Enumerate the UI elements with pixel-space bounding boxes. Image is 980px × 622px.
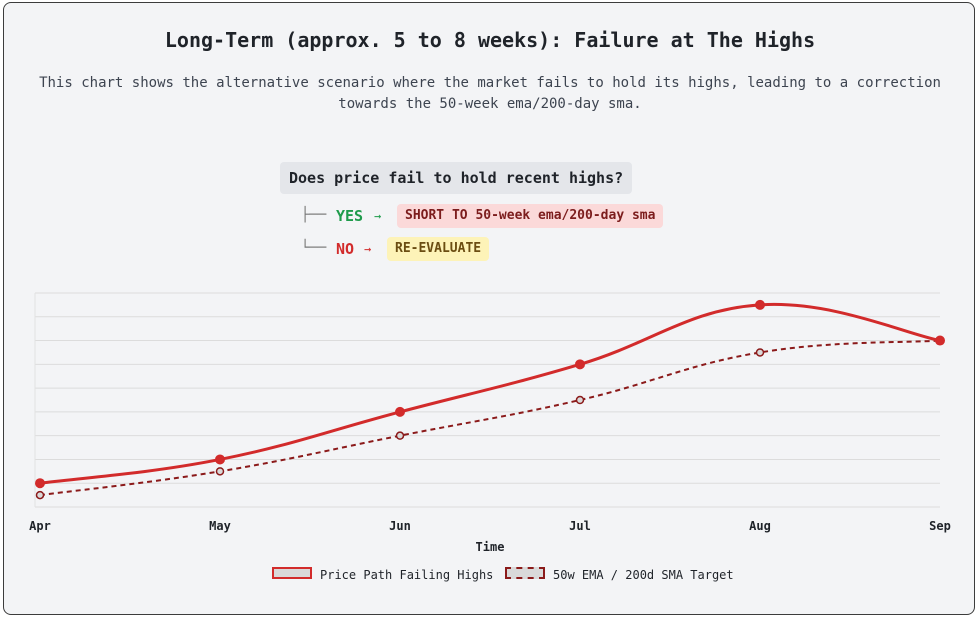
tree-connector-yes: ├── [301, 207, 327, 223]
legend-swatch-price[interactable] [272, 567, 312, 579]
x-tick-label: Jun [389, 519, 411, 533]
chart-title: Long-Term (approx. 5 to 8 weeks): Failur… [164, 28, 816, 52]
data-point-price [575, 359, 585, 370]
x-tick-label: Sep [929, 519, 951, 533]
yes-label: YES [336, 207, 364, 225]
x-tick-label: Jul [569, 519, 591, 533]
data-point-ema [575, 395, 585, 405]
no-arrow-icon: → [364, 242, 372, 256]
data-point-price [935, 335, 945, 346]
data-point-ema [395, 431, 405, 440]
x-tick-label: May [209, 519, 231, 533]
x-axis-ticks: Apr May Jun Jul Aug Sep [29, 519, 951, 533]
no-action-badge: RE-EVALUATE [387, 237, 490, 261]
yes-action-badge: SHORT TO 50-week ema/200-day sma [397, 204, 664, 228]
chart-subtitle: This chart shows the alternative scenari… [39, 75, 941, 112]
yes-arrow-icon: → [374, 209, 382, 223]
legend-label-price[interactable]: Price Path Failing Highs [320, 568, 494, 582]
data-point-price [35, 478, 45, 489]
chart-legend: Price Path Failing Highs 50w EMA / 200d … [0, 566, 980, 584]
legend-swatch-ema[interactable] [505, 567, 545, 579]
data-point-price [755, 299, 765, 310]
data-point-ema [215, 467, 225, 476]
chart-series [35, 299, 945, 500]
x-axis-label: Time [476, 540, 505, 554]
legend-label-ema[interactable]: 50w EMA / 200d SMA Target [553, 568, 734, 582]
tree-connector-no: └── [301, 240, 327, 256]
no-label: NO [336, 240, 355, 258]
data-point-ema [35, 490, 45, 500]
data-point-price [215, 454, 225, 465]
series-line-price [39, 302, 941, 485]
decision-question: Does price fail to hold recent highs? [280, 162, 633, 194]
data-point-ema [755, 348, 765, 357]
chart-grid [34, 292, 940, 508]
line-chart: Apr May Jun Jul Aug Sep Time [29, 292, 951, 554]
data-point-price [395, 406, 405, 417]
x-tick-label: Aug [749, 519, 771, 533]
x-tick-label: Apr [29, 519, 51, 533]
series-line-ema [39, 339, 941, 497]
